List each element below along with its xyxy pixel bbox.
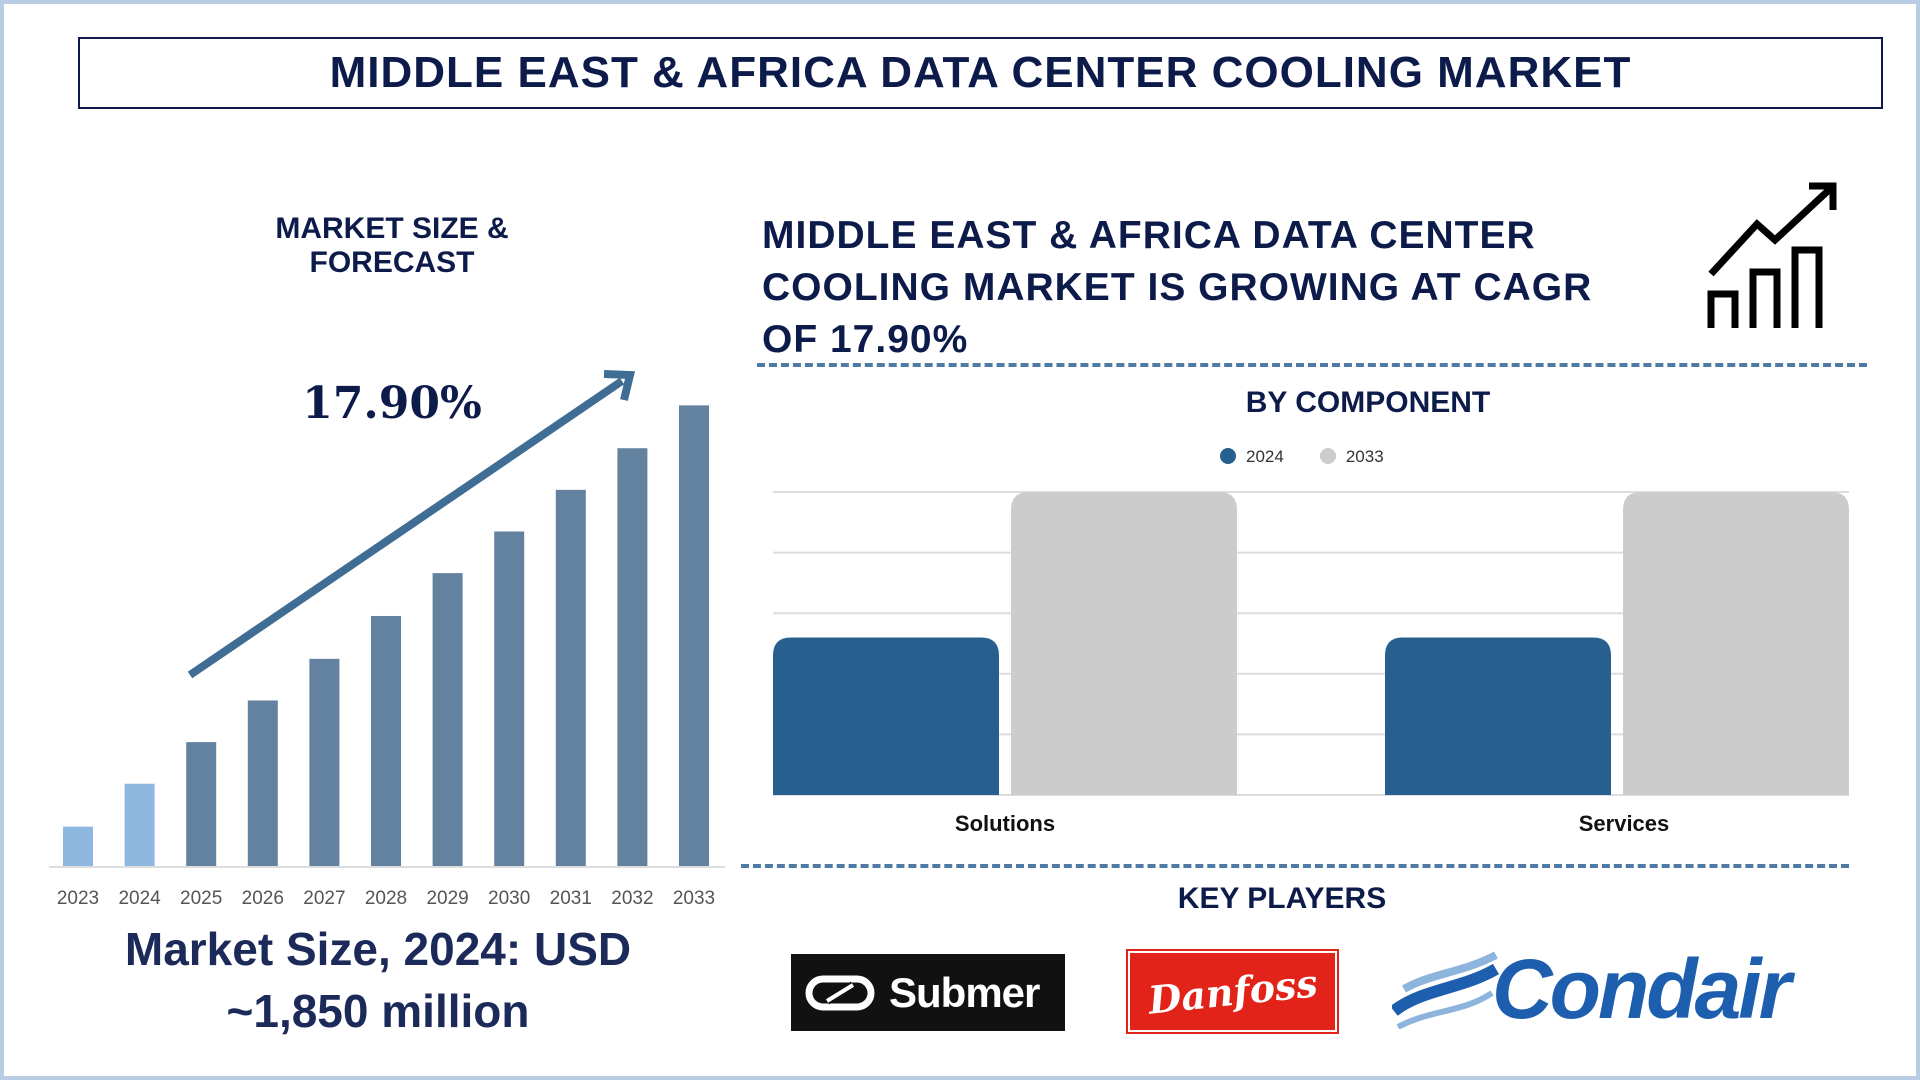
legend: 2024 2033 <box>1220 447 1384 467</box>
legend-label: 2033 <box>1345 447 1384 466</box>
x-tick-label: 2027 <box>303 888 345 909</box>
bar-2029 <box>432 573 463 867</box>
submer-logo-icon <box>805 975 875 1010</box>
growth-arrow-head-icon <box>603 370 636 401</box>
growth-arrow-line <box>187 377 625 679</box>
x-tick-label: 2032 <box>611 888 653 909</box>
bar-2024 <box>124 783 155 867</box>
x-tick-label: 2030 <box>488 888 530 909</box>
bar-2023 <box>63 826 93 867</box>
bar-2032 <box>617 448 648 867</box>
x-tick-label: 2026 <box>242 888 284 909</box>
category-label-services: Services <box>1578 811 1670 836</box>
legend-dot-icon <box>1220 448 1236 464</box>
heading-line: OF 17.90% <box>762 318 969 361</box>
bar-2031 <box>555 489 586 867</box>
market-size-text: Market Size, 2024: USD ~1,850 million <box>40 918 716 1042</box>
x-tick-label: 2028 <box>365 888 407 909</box>
condair-name: Condair <box>1492 941 1791 1036</box>
heading-line: MIDDLE EAST & AFRICA DATA CENTER <box>762 214 1536 257</box>
bar-2028 <box>371 615 401 867</box>
x-tick-label: 2025 <box>180 888 222 909</box>
x-tick-label: 2029 <box>426 888 468 909</box>
cagr-heading: MIDDLE EAST & AFRICA DATA CENTER COOLING… <box>762 210 1682 366</box>
bar-2033 <box>679 405 709 867</box>
x-tick-label: 2033 <box>673 888 715 909</box>
legend-label: 2024 <box>1246 447 1284 466</box>
legend-item-2033: 2033 <box>1319 447 1384 467</box>
growth-chart-arrow-icon <box>1707 182 1837 328</box>
key-players-heading: KEY PLAYERS <box>1177 882 1387 915</box>
component-heading: BY COMPONENT <box>1245 386 1491 419</box>
heading-line: COOLING MARKET IS GROWING AT CAGR <box>762 266 1593 309</box>
submer-name: Submer <box>889 968 1040 1016</box>
page-title: MIDDLE EAST & AFRICA DATA CENTER COOLING… <box>78 37 1883 109</box>
market-size-line1: Market Size, 2024: USD <box>124 923 632 975</box>
danfoss-name: Danfoss <box>1145 960 1320 1023</box>
bar-2030 <box>494 531 525 867</box>
x-tick-label: 2024 <box>118 888 161 909</box>
market-size-chart: 2023 2024 2025 2026 2027 2028 2029 2030 2031 2032… <box>49 370 725 909</box>
legend-dot-icon <box>1319 448 1336 464</box>
logo-submer: Submer <box>791 954 1065 1031</box>
divider <box>741 864 1849 868</box>
bar-2025 <box>186 742 217 867</box>
condair-wave-icon <box>1392 951 1500 1029</box>
bar-2026 <box>247 700 278 867</box>
bar-2027 <box>309 658 340 867</box>
x-tick-label: 2023 <box>57 888 99 909</box>
category-label-solutions: Solutions <box>954 811 1056 836</box>
cagr-label: 17.90% <box>302 378 482 429</box>
market-size-line2: ~1,850 million <box>226 985 530 1037</box>
x-tick-label: 2031 <box>550 888 592 909</box>
legend-item-2024: 2024 <box>1220 447 1284 467</box>
market-size-heading: MARKET SIZE & FORECAST <box>275 212 509 279</box>
logo-danfoss: Danfoss <box>1126 949 1339 1034</box>
divider <box>757 363 1867 367</box>
logo-condair: Condair <box>1392 941 1832 1036</box>
